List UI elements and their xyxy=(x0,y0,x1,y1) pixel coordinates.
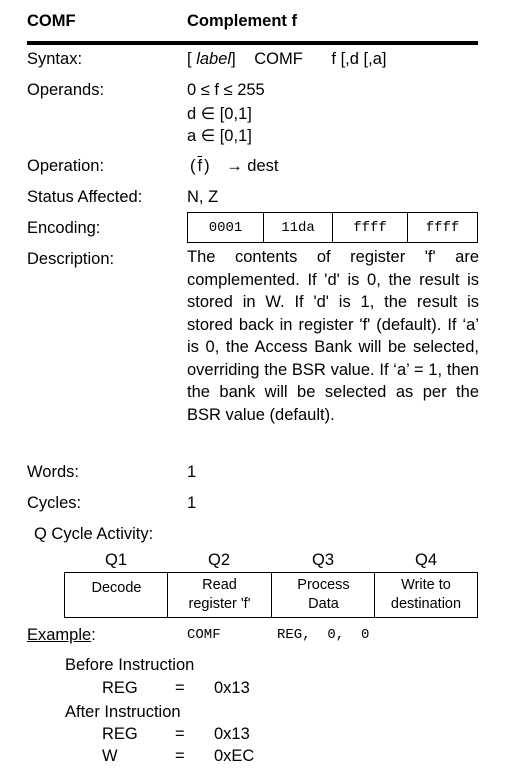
words-label: Words: xyxy=(27,463,79,481)
q-header-2: Q2 xyxy=(207,551,230,569)
cycles-label: Cycles: xyxy=(27,494,82,512)
q-cell-2: Read register 'f' xyxy=(168,573,271,617)
example-args: REG, 0, 0 xyxy=(277,627,370,643)
after-w-eq: = xyxy=(175,747,185,765)
q-cell-4-line-1: Write to xyxy=(401,577,451,593)
syntax-value: [ label] COMF f [,d [,a] xyxy=(187,50,386,69)
q-cycle-table: Decode Read register 'f' Process Data Wr… xyxy=(64,572,478,618)
before-reg-value: 0x13 xyxy=(214,679,250,697)
operation-open-paren: ( xyxy=(190,157,196,175)
words-value: 1 xyxy=(187,463,197,481)
syntax-label: Syntax: xyxy=(27,50,83,68)
q-cell-2-line-2: register 'f' xyxy=(188,596,251,612)
q-cycle-label: Q Cycle Activity: xyxy=(34,525,154,543)
q-header-4: Q4 xyxy=(414,551,437,569)
q-cell-4: Write to destination xyxy=(375,573,477,617)
description-label: Description: xyxy=(27,250,115,268)
q-cell-4-line-2: destination xyxy=(390,596,462,612)
before-reg-eq: = xyxy=(175,679,185,697)
header-rule xyxy=(27,41,478,45)
q-separator xyxy=(167,573,168,617)
q-cell-3-line-2: Data xyxy=(308,596,339,612)
status-value: N, Z xyxy=(187,188,219,206)
syntax-close-bracket: ] xyxy=(231,50,236,68)
operation-result: → dest xyxy=(226,157,279,175)
q-header-1: Q1 xyxy=(104,551,127,569)
before-reg-name: REG xyxy=(102,679,138,697)
q-cell-2-line-1: Read xyxy=(202,577,237,593)
q-cell-1: Decode xyxy=(65,573,168,617)
syntax-operands: f [,d [,a] xyxy=(331,50,387,68)
encoding-field-3: ffff xyxy=(332,212,408,243)
q-cell-3: Process Data xyxy=(272,573,375,617)
after-reg-name: REG xyxy=(102,725,138,743)
instruction-title: Complement f xyxy=(187,12,298,30)
q-separator xyxy=(271,573,272,617)
syntax-open-bracket: [ xyxy=(187,50,192,68)
example-colon: : xyxy=(91,626,96,644)
operation-value: (f) → dest xyxy=(190,157,278,176)
syntax-mnemonic: COMF xyxy=(254,50,303,68)
encoding-label: Encoding: xyxy=(27,219,101,237)
operation-close-paren: ) xyxy=(204,157,210,175)
after-w-value: 0xEC xyxy=(214,747,255,765)
operand-d-range: d ∈ [0,1] xyxy=(187,105,252,123)
after-reg-eq: = xyxy=(175,725,185,743)
cycles-value: 1 xyxy=(187,494,197,512)
encoding-field-1: 0001 xyxy=(187,212,264,243)
operand-f-range: 0 ≤ f ≤ 255 xyxy=(187,81,265,99)
description-text: The contents of register 'f' are complem… xyxy=(187,248,479,424)
after-w-name: W xyxy=(102,747,118,765)
syntax-label-arg: label xyxy=(196,50,232,68)
operands-label: Operands: xyxy=(27,81,105,99)
q-separator xyxy=(374,573,375,617)
after-title: After Instruction xyxy=(65,703,181,721)
q-header-3: Q3 xyxy=(311,551,334,569)
example-label: Example: xyxy=(27,626,96,645)
after-reg-value: 0x13 xyxy=(214,725,250,743)
instruction-mnemonic: COMF xyxy=(27,12,76,30)
operation-label: Operation: xyxy=(27,157,105,175)
status-label: Status Affected: xyxy=(27,188,143,206)
encoding-field-2: 11da xyxy=(263,212,333,243)
before-title: Before Instruction xyxy=(65,656,195,674)
example-instruction: COMF xyxy=(187,627,221,643)
encoding-field-4: ffff xyxy=(407,212,478,243)
operation-operand: f xyxy=(197,157,203,175)
q-cell-1-line-1: Decode xyxy=(91,580,142,596)
operand-a-range: a ∈ [0,1] xyxy=(187,127,252,145)
q-cell-3-line-1: Process xyxy=(297,577,350,593)
example-label-text: Example xyxy=(27,626,92,644)
